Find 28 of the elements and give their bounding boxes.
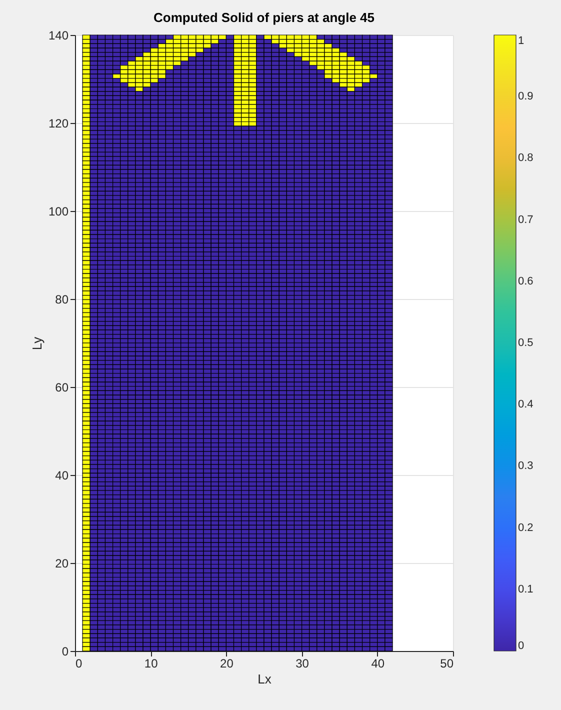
x-tick-label: 10 (144, 656, 158, 670)
y-tick-label: 120 (48, 116, 69, 130)
color-bar-label: 0.5 (518, 337, 534, 349)
x-axis-title: Lx (258, 672, 272, 686)
color-bar-label: 0.3 (518, 460, 534, 472)
y-axis-title: Ly (29, 336, 44, 350)
chart-title: Computed Solid of piers at angle 45 (153, 10, 375, 25)
color-bar-label: 0.2 (518, 522, 534, 534)
color-bar-label: 0 (518, 640, 524, 652)
x-tick-label: 20 (220, 656, 234, 670)
y-tick-label: 0 (62, 644, 69, 658)
x-tick-label: 30 (296, 656, 310, 670)
color-bar-label: 0.4 (518, 398, 534, 411)
y-tick-label: 40 (55, 468, 69, 482)
x-tick-label: 0 (76, 656, 82, 670)
x-tick-label: 50 (440, 656, 454, 670)
color-bar-label: 0.7 (518, 214, 534, 226)
color-bar-label: 0.9 (518, 90, 534, 103)
color-bar-label: 1 (518, 35, 524, 47)
color-bar-label: 0.8 (518, 152, 534, 164)
color-bar-label: 0.1 (518, 583, 534, 596)
color-bar-label: 0.6 (518, 275, 534, 288)
y-tick-label: 20 (55, 556, 69, 570)
y-tick-label: 140 (48, 28, 69, 42)
y-tick-label: 60 (55, 380, 69, 394)
y-tick-label: 100 (48, 204, 69, 218)
x-tick-label: 40 (371, 656, 385, 670)
y-tick-label: 80 (55, 292, 69, 306)
